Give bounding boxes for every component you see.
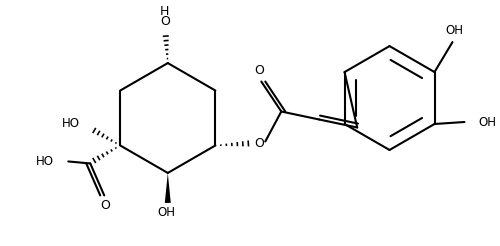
Text: OH: OH xyxy=(158,206,176,219)
Text: OH: OH xyxy=(446,24,464,37)
Text: HO: HO xyxy=(36,155,54,168)
Text: O: O xyxy=(254,64,264,77)
Text: O: O xyxy=(254,137,264,150)
Text: O: O xyxy=(100,199,110,212)
Text: HO: HO xyxy=(62,117,80,130)
Text: H: H xyxy=(160,5,170,18)
Text: OH: OH xyxy=(478,116,496,128)
Text: O: O xyxy=(160,15,170,28)
Polygon shape xyxy=(165,173,171,203)
